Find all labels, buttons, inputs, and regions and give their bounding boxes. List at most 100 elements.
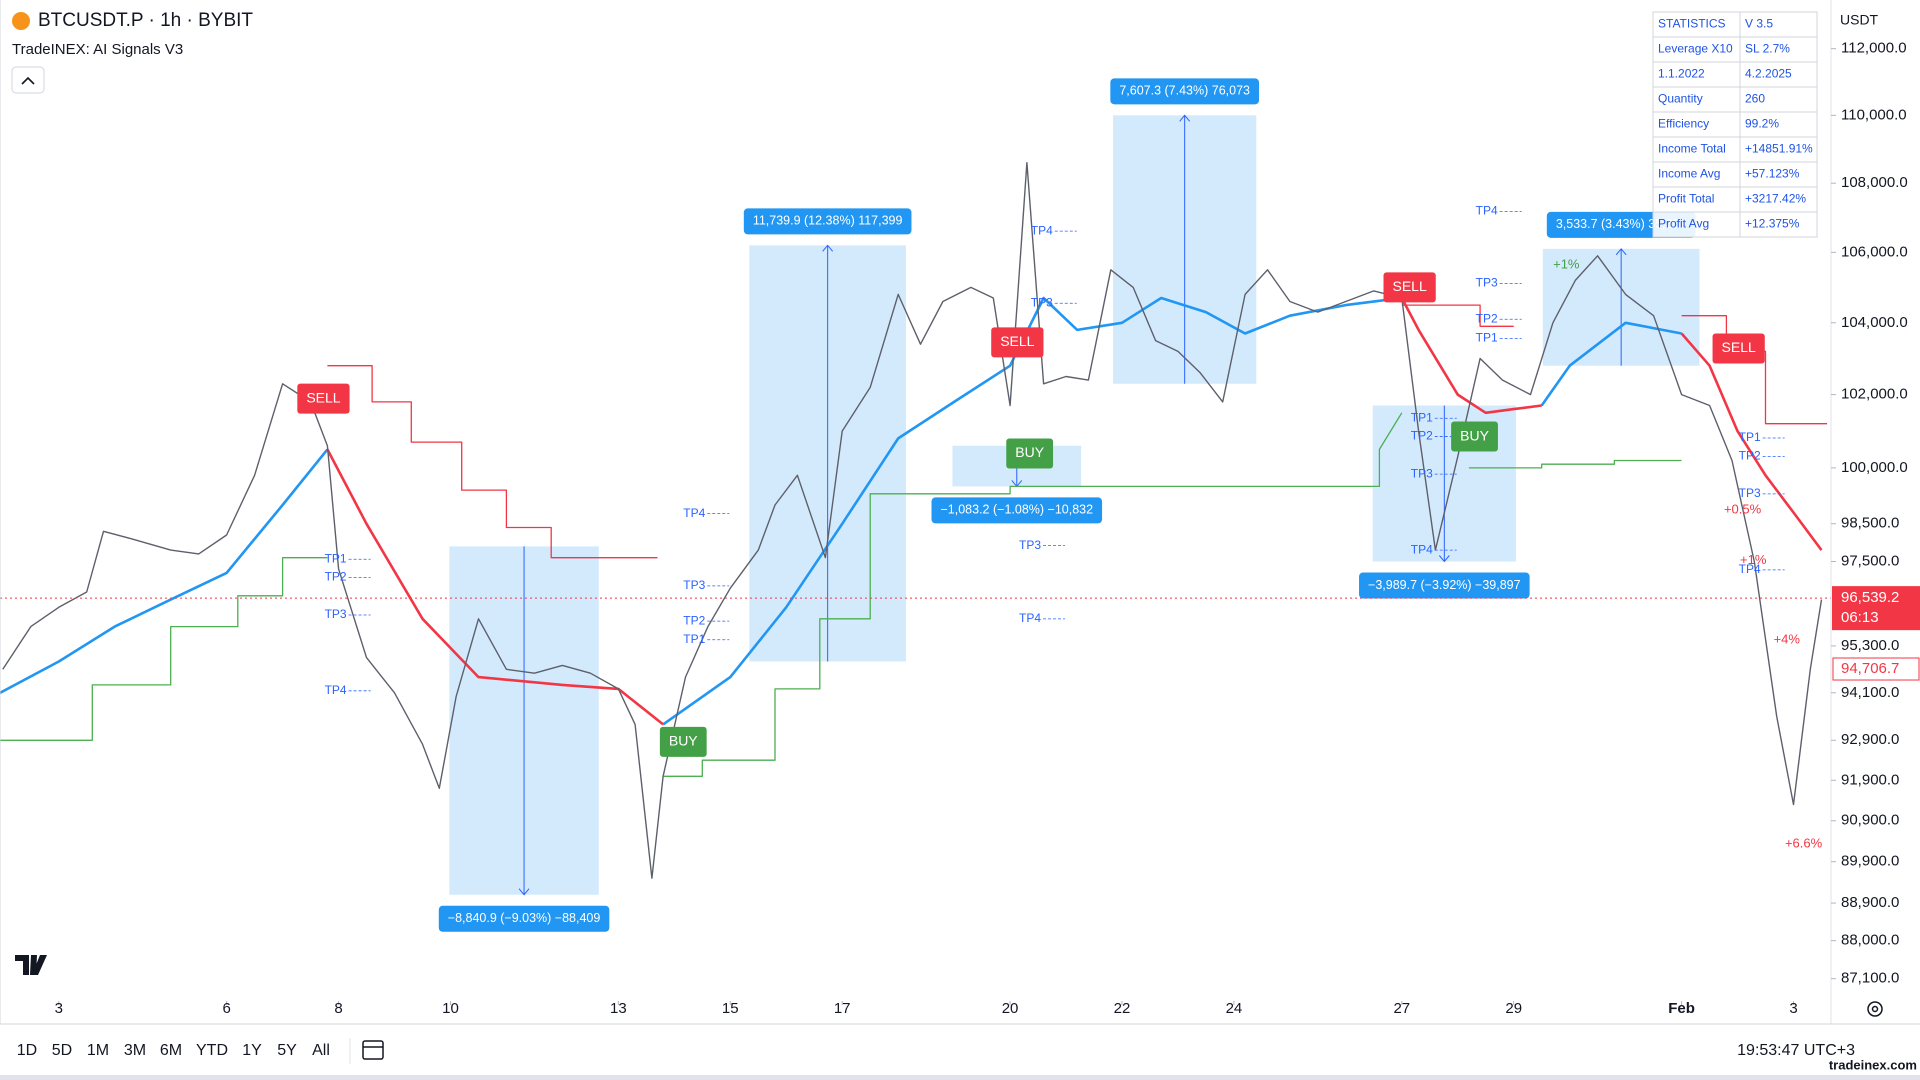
range-button[interactable]: 1M: [87, 1042, 109, 1059]
tp-label: TP2: [1411, 429, 1433, 443]
x-tick-label: 3: [55, 1000, 63, 1017]
signal-label: BUY: [669, 733, 698, 749]
statistics-text: Profit Avg: [1658, 217, 1709, 231]
signal-label: SELL: [1000, 333, 1034, 349]
measure-label: −1,083.2 (−1.08%) −10,832: [941, 503, 1094, 517]
settings-gear[interactable]: [1867, 1001, 1883, 1017]
pct-label: +4%: [1774, 632, 1801, 647]
tp-label: TP4: [1739, 562, 1761, 576]
symbol-icon: [12, 12, 30, 30]
axis-unit: USDT: [1840, 12, 1879, 28]
y-tick-label: 92,900.0: [1841, 731, 1899, 748]
y-tick-label: 87,100.0: [1841, 970, 1899, 987]
marker-price-box: [1832, 657, 1920, 681]
tp-label: TP1: [1411, 410, 1433, 424]
x-tick-label: 8: [334, 1000, 342, 1017]
x-tick-label: 29: [1505, 1000, 1522, 1017]
signal-box: [659, 726, 707, 757]
signal-label: SELL: [1722, 339, 1756, 355]
plot-layer: −8,840.9 (−9.03%) −88,409 11,739.9 (12.38…: [0, 78, 1831, 932]
tp-label: TP1: [1739, 430, 1761, 444]
range-button[interactable]: All: [312, 1042, 330, 1059]
range-button[interactable]: 5D: [52, 1042, 72, 1059]
tp-label: TP4: [325, 683, 347, 697]
range-button[interactable]: 5Y: [277, 1042, 297, 1059]
last-price-label: 96,539.2: [1841, 589, 1899, 606]
tp-label: TP1: [325, 551, 347, 565]
range-button[interactable]: 6M: [160, 1042, 182, 1059]
bottom-strip: [0, 1075, 1920, 1080]
calendar-icon[interactable]: [362, 1040, 384, 1060]
tp-label: TP2: [1476, 311, 1498, 325]
tp-label: TP3: [1411, 466, 1433, 480]
x-tick-label: 3: [1789, 1000, 1797, 1017]
range-button[interactable]: 1D: [17, 1042, 37, 1059]
price-line: [2, 162, 1823, 879]
statistics-text: Income Avg: [1658, 167, 1720, 181]
x-tick-label: 13: [610, 1000, 627, 1017]
x-tick-label: 27: [1393, 1000, 1410, 1017]
tp-label: TP4: [683, 506, 705, 520]
calendar-button[interactable]: [362, 1040, 384, 1060]
x-tick-label: 10: [442, 1000, 459, 1017]
chart-title: BTCUSDT.P · 1h · BYBIT: [38, 10, 253, 31]
collapse-icon[interactable]: [21, 76, 35, 85]
tp-label: TP3: [1019, 538, 1041, 552]
measure-layer: −8,840.9 (−9.03%) −88,409 11,739.9 (12.38…: [438, 78, 1700, 932]
settings-gear-center[interactable]: [1871, 1005, 1879, 1013]
tp-label: TP2: [325, 570, 347, 584]
tv-logo: [15, 955, 47, 975]
measure-arrowhead: [822, 244, 834, 252]
signal-box: [1712, 333, 1765, 364]
watermark: tradeinex.com: [1829, 1057, 1917, 1072]
range-button[interactable]: 1Y: [242, 1042, 262, 1059]
tp-label: TP3: [1739, 486, 1761, 500]
tp-label: TP4: [1476, 204, 1498, 218]
statistics-text: Efficiency: [1658, 117, 1709, 131]
signal-box: [991, 327, 1044, 358]
tp-label: TP3: [1476, 276, 1498, 290]
y-tick-label: 106,000.0: [1841, 243, 1908, 260]
x-tick-label: 24: [1226, 1000, 1243, 1017]
measure-arrowhead: [1615, 248, 1627, 256]
x-tick-label: Feb: [1668, 1000, 1695, 1017]
measure-label: −3,989.7 (−3.92%) −39,897: [1368, 578, 1521, 592]
measure-arrowhead: [1438, 555, 1450, 563]
y-tick-label: 110,000.0: [1841, 106, 1907, 123]
y-tick-label: 89,900.0: [1841, 853, 1899, 870]
marker-price-label: 94,706.7: [1841, 660, 1899, 677]
tp-label: TP1: [1476, 331, 1498, 345]
y-tick-label: 88,000.0: [1841, 932, 1899, 949]
x-tick-label: 6: [222, 1000, 230, 1017]
tp-label: TP4: [1019, 611, 1041, 625]
statistics-text: Income Total: [1658, 142, 1726, 156]
statistics-text: 99.2%: [1745, 117, 1779, 131]
signal-label: SELL: [1392, 278, 1426, 294]
settings-icon[interactable]: [1867, 1001, 1883, 1017]
statistics-cell: [1739, 211, 1818, 238]
y-tick-label: 90,900.0: [1841, 812, 1899, 829]
toolbar: 19:53:47 UTC+3 1D 5D 1M 3M 6M YTD 1Y 5Y All: [17, 1038, 1855, 1064]
range-button[interactable]: YTD: [196, 1042, 228, 1059]
signal-label: BUY: [1015, 444, 1044, 460]
range-button[interactable]: 3M: [124, 1042, 146, 1059]
indicator-name: TradeINEX: AI Signals V3: [12, 41, 183, 58]
pct-label: +0.5%: [1724, 501, 1762, 516]
indicator-line: [0, 296, 1682, 726]
statistics-table: STATISTICS V 3.5 Leverage X10 SL 2.7% 1.1.20…: [1652, 11, 1818, 238]
signal-box: [1383, 272, 1436, 303]
collapse-button-box[interactable]: [11, 66, 45, 94]
x-tick-label: 15: [722, 1000, 739, 1017]
statistics-text: 260: [1745, 92, 1765, 106]
last-price-box: [1832, 586, 1920, 631]
y-tick-label: 104,000.0: [1841, 314, 1908, 331]
measure-label: 7,607.3 (7.43%) 76,073: [1119, 84, 1250, 98]
countdown: 06:13: [1841, 609, 1879, 626]
y-tick-label: 88,900.0: [1841, 894, 1899, 911]
statistics-text: 4.2.2025: [1745, 67, 1792, 81]
signal-box: [1451, 421, 1498, 452]
collapse-button[interactable]: [11, 66, 45, 94]
y-tick-label: 94,100.0: [1841, 684, 1899, 701]
